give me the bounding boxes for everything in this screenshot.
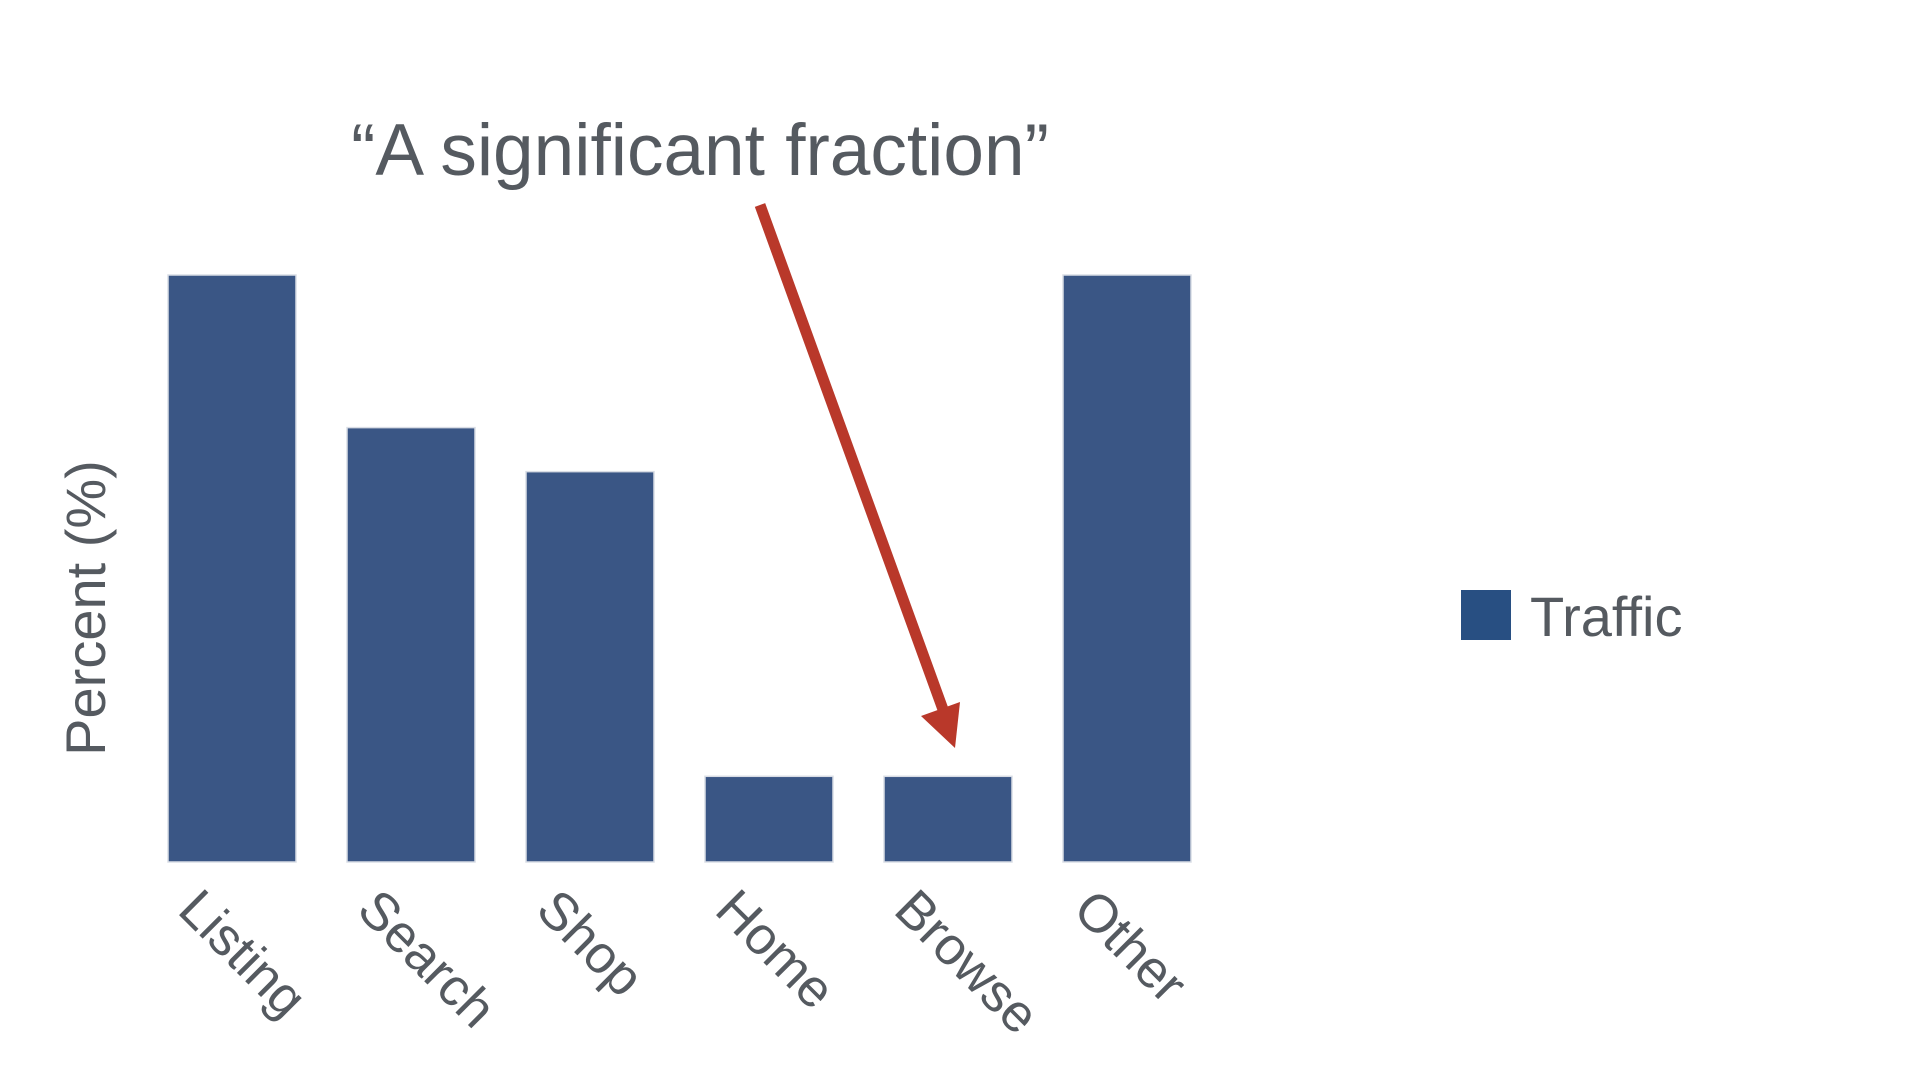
bar-browse	[883, 775, 1013, 863]
bar-search	[346, 426, 476, 863]
bar-other	[1062, 274, 1192, 863]
x-tick-label-home: Home	[705, 879, 847, 1021]
y-axis-label: Percent (%)	[54, 460, 117, 756]
x-tick-label-listing: Listing	[168, 879, 318, 1029]
bar-shop	[525, 470, 655, 863]
bar-listing	[167, 274, 297, 863]
annotation-arrow	[754, 203, 960, 748]
x-tick-label-shop: Shop	[526, 879, 655, 1008]
bar-home	[704, 775, 834, 863]
bars	[167, 274, 1192, 863]
legend-swatch	[1461, 590, 1511, 640]
x-tick-label-search: Search	[347, 879, 507, 1039]
annotation-arrow-shaft	[754, 203, 951, 717]
x-tick-label-browse: Browse	[884, 879, 1051, 1046]
legend-label: Traffic	[1530, 585, 1682, 648]
annotation-text: “A significant fraction”	[351, 110, 1049, 191]
annotation-arrow-head	[921, 702, 960, 748]
x-tick-label-other: Other	[1063, 879, 1198, 1014]
x-tick-labels: Listing Search Shop Home Browse Other	[168, 879, 1198, 1046]
legend: Traffic	[1461, 585, 1682, 648]
